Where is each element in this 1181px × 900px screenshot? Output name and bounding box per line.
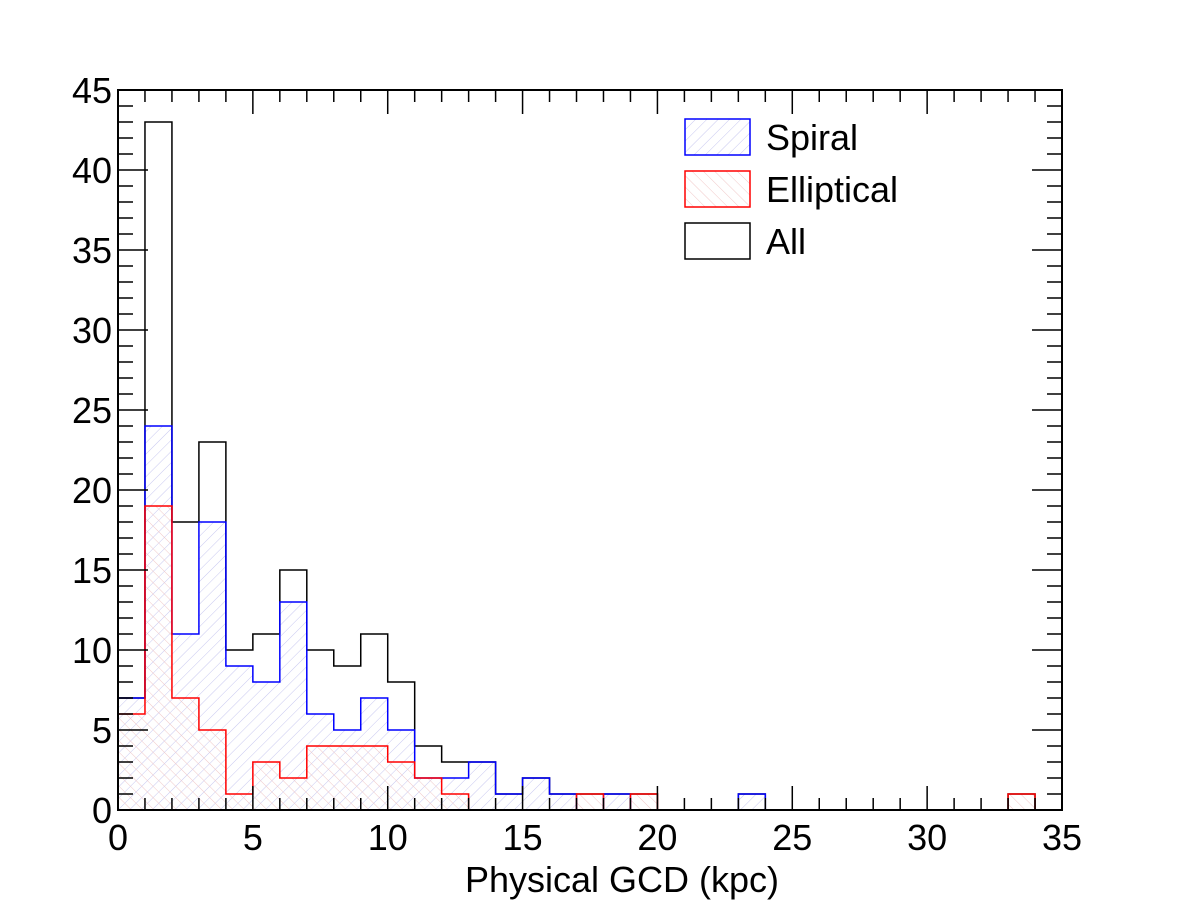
x-tick-label: 5 (243, 817, 263, 858)
x-tick-label: 20 (637, 817, 677, 858)
y-tick-label: 20 (72, 470, 112, 511)
x-tick-label: 25 (772, 817, 812, 858)
legend-label-spiral: Spiral (766, 117, 858, 158)
legend-swatch-all (684, 222, 751, 260)
axis-ticks (117, 89, 1063, 811)
x-tick-label: 35 (1042, 817, 1082, 858)
y-tick-label: 25 (72, 390, 112, 431)
y-tick-label: 30 (72, 310, 112, 351)
series-fill-elliptical (118, 506, 1062, 810)
y-tick-label: 35 (72, 230, 112, 271)
histogram-fills (118, 426, 1062, 810)
legend-swatch-elliptical (684, 170, 751, 208)
x-tick-label: 30 (907, 817, 947, 858)
legend-swatch-spiral (684, 118, 751, 156)
x-tick-label: 10 (368, 817, 408, 858)
y-tick-label: 10 (72, 630, 112, 671)
y-tick-label: 15 (72, 550, 112, 591)
plot-border (117, 89, 1063, 811)
legend: Spiral Elliptical All (684, 117, 898, 262)
axis-tick-labels: 0 5 10 15 20 25 30 35 0 5 10 15 20 25 30 35 40 45 (72, 70, 1082, 858)
y-tick-label: 5 (92, 710, 112, 751)
plot-frame (117, 89, 1063, 811)
y-tick-label: 40 (72, 150, 112, 191)
x-tick-label: 0 (108, 817, 128, 858)
legend-label-all: All (766, 221, 806, 262)
x-axis-title: Physical GCD (kpc) (465, 859, 779, 900)
x-tick-label: 15 (503, 817, 543, 858)
series-fill-spiral (118, 426, 1062, 810)
legend-label-elliptical: Elliptical (766, 169, 898, 210)
y-tick-label: 0 (92, 790, 112, 831)
y-tick-label: 45 (72, 70, 112, 111)
